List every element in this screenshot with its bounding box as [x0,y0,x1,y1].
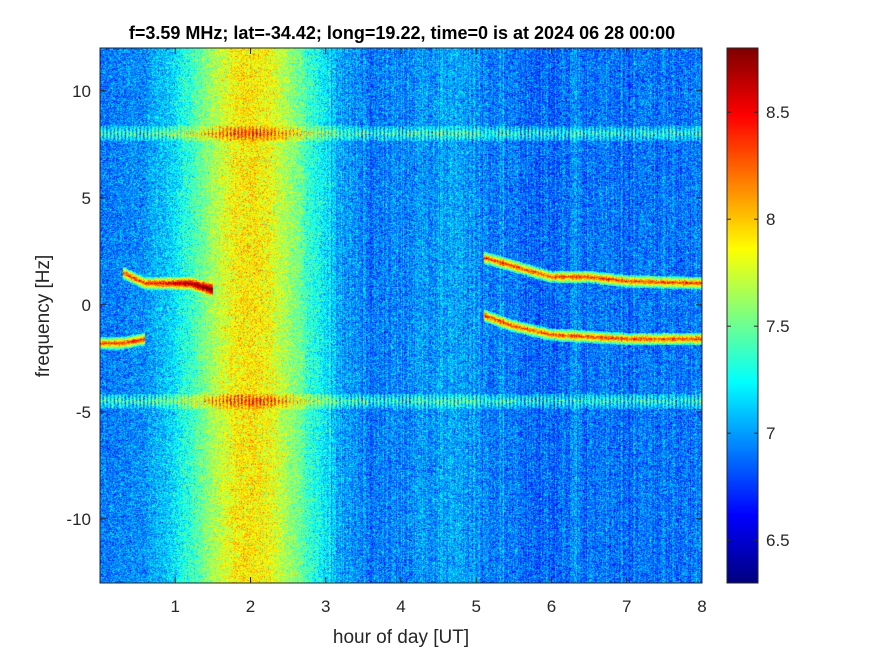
x-axis-label: hour of day [UT] [333,627,469,648]
colorbar-tick-label: 7.5 [766,317,790,336]
colorbar-tick-label: 8.5 [766,103,790,122]
x-tick-label: 1 [171,597,180,616]
colorbar-tick-label: 6.5 [766,531,790,550]
heatmap-image [100,48,702,583]
y-tick-label: 10 [72,82,91,101]
x-tick-label: 3 [321,597,330,616]
y-axis-label: frequency [Hz] [33,255,54,378]
x-axis: 1 2 3 4 5 6 7 8 [171,48,707,616]
y-tick-label: 5 [82,189,91,208]
colorbar-tick-label: 7 [766,424,775,443]
colorbar-ticks: 6.5 7 7.5 8 8.5 [727,103,790,550]
y-axis: -10 -5 0 5 10 [66,82,702,529]
x-tick-label: 2 [246,597,255,616]
colorbar-frame [726,47,759,584]
x-tick-label: 8 [697,597,706,616]
y-tick-label: -5 [76,403,91,422]
x-tick-label: 5 [472,597,481,616]
x-tick-label: 4 [396,597,405,616]
colorbar-tick-label: 8 [766,210,775,229]
chart-title: f=3.59 MHz; lat=-34.42; long=19.22, time… [129,23,675,43]
x-tick-label: 7 [622,597,631,616]
x-tick-label: 6 [547,597,556,616]
colorbar-gradient [727,48,758,583]
y-tick-label: -10 [66,510,91,529]
colorbar: 6.5 7 7.5 8 8.5 [726,47,790,584]
plot-area: 1 2 3 4 5 6 7 8 -10 -5 0 5 10 [66,47,707,616]
y-tick-label: 0 [82,296,91,315]
